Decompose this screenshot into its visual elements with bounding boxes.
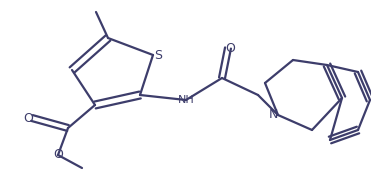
Text: NH: NH bbox=[178, 95, 194, 105]
Text: O: O bbox=[23, 112, 33, 125]
Text: S: S bbox=[154, 49, 162, 62]
Text: O: O bbox=[53, 149, 63, 161]
Text: O: O bbox=[225, 42, 235, 54]
Text: N: N bbox=[268, 108, 278, 122]
